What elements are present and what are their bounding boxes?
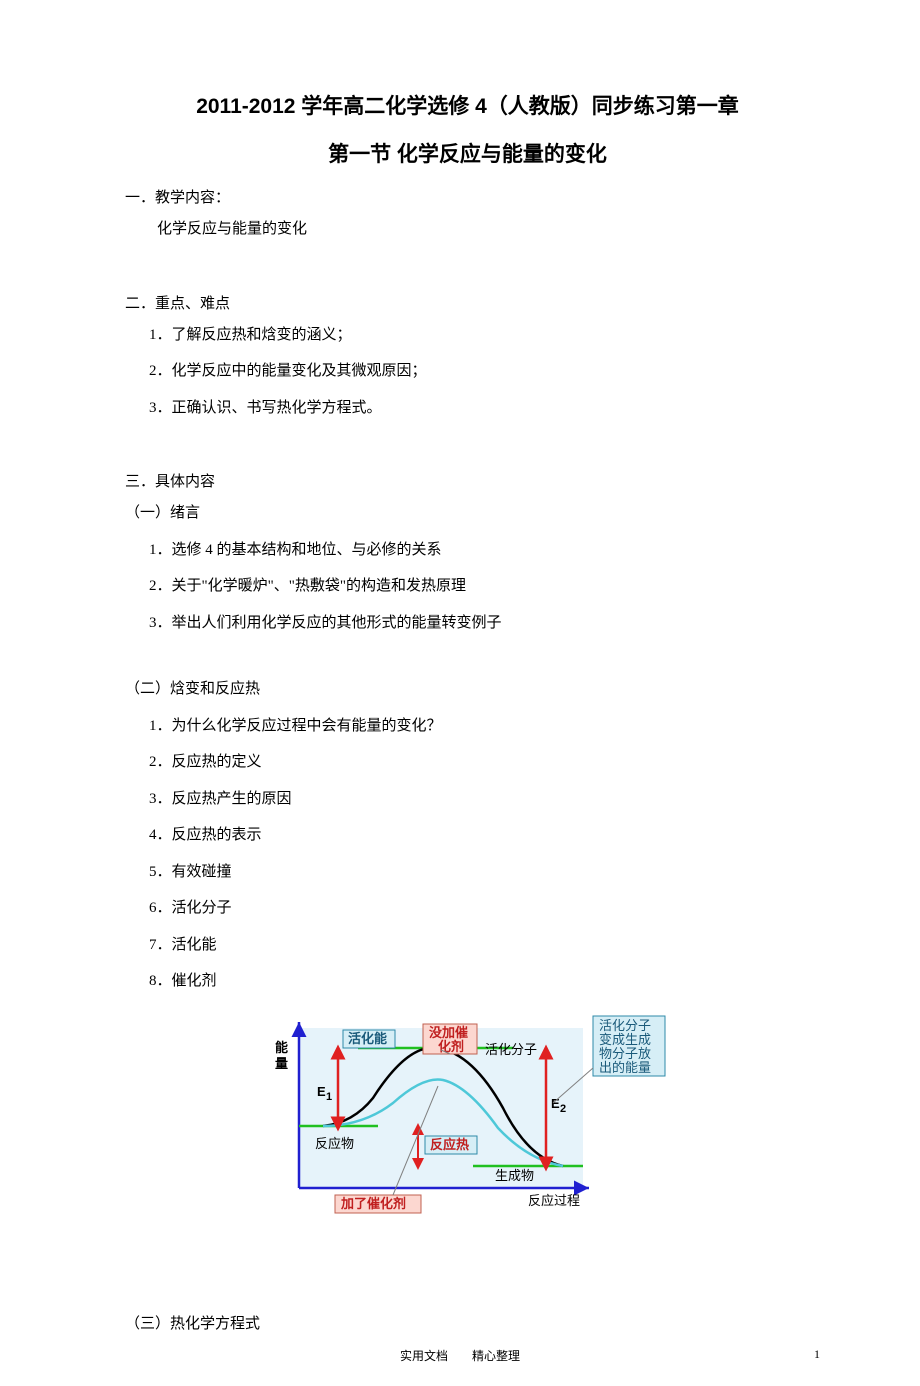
reactant-label: 反应物	[315, 1136, 354, 1151]
sec3-p2-item-4: 4．反应热的表示	[125, 821, 810, 850]
x-axis-label: 反应过程	[528, 1193, 580, 1208]
sec2-item-3: 3．正确认识、书写热化学方程式。	[125, 394, 810, 423]
section-2-head: 二．重点、难点	[125, 292, 810, 313]
activated-label: 活化分子	[485, 1042, 537, 1057]
rxnheat-text: 反应热	[430, 1137, 469, 1152]
sec3-p2-item-6: 6．活化分子	[125, 894, 810, 923]
sec3-p1-item-2: 2．关于"化学暖炉"、"热敷袋"的构造和发热原理	[125, 572, 810, 601]
sec3-p2-item-8: 8．催化剂	[125, 967, 810, 996]
section-1-body: 化学反应与能量的变化	[125, 215, 810, 244]
release-t3: 物分子放	[599, 1046, 651, 1061]
sec3-p2-item-7: 7．活化能	[125, 931, 810, 960]
nocat-box-text1: 没加催	[429, 1025, 468, 1040]
sec3-p2-item-3: 3．反应热产生的原因	[125, 785, 810, 814]
sec3-part3-head: （三）热化学方程式	[125, 1310, 810, 1339]
sec3-p1-item-1: 1．选修 4 的基本结构和地位、与必修的关系	[125, 536, 810, 565]
footer-page-number: 1	[814, 1347, 820, 1362]
release-t4: 出的能量	[599, 1060, 651, 1075]
sec3-p2-item-5: 5．有效碰撞	[125, 858, 810, 887]
doc-title-line2: 第一节 化学反应与能量的变化	[125, 138, 810, 168]
doc-title-line1: 2011-2012 学年高二化学选修 4（人教版）同步练习第一章	[125, 90, 810, 120]
energy-diagram: 能 量 E 1 E 2 活化能 没加催 化剂	[125, 1008, 810, 1228]
e1-sub: 1	[326, 1091, 332, 1103]
release-t2: 变成生成	[599, 1032, 651, 1047]
release-t1: 活化分子	[599, 1018, 651, 1033]
section-1-head: 一．教学内容：	[125, 186, 810, 207]
e1-label: E	[317, 1084, 326, 1099]
product-label: 生成物	[495, 1168, 534, 1183]
y-axis-label-2: 量	[275, 1056, 288, 1071]
sec3-part2-head: （二）焓变和反应热	[125, 675, 810, 704]
e2-sub: 2	[560, 1103, 566, 1115]
y-axis-label-1: 能	[275, 1040, 288, 1055]
activation-box-text: 活化能	[348, 1031, 387, 1046]
page-root: 2011-2012 学年高二化学选修 4（人教版）同步练习第一章 第一节 化学反…	[0, 0, 920, 1386]
section-3-head: 三．具体内容	[125, 470, 810, 491]
cat-box-text: 加了催化剂	[340, 1196, 406, 1211]
sec2-item-2: 2．化学反应中的能量变化及其微观原因；	[125, 357, 810, 386]
footer-center-text: 实用文档 精心整理	[0, 1347, 920, 1364]
energy-diagram-svg: 能 量 E 1 E 2 活化能 没加催 化剂	[263, 1008, 673, 1228]
sec2-item-1: 1．了解反应热和焓变的涵义；	[125, 321, 810, 350]
sec3-part1-head: （一）绪言	[125, 499, 810, 528]
nocat-box-text2: 化剂	[438, 1039, 464, 1054]
sec3-p1-item-3: 3．举出人们利用化学反应的其他形式的能量转变例子	[125, 609, 810, 638]
sec3-p2-item-2: 2．反应热的定义	[125, 748, 810, 777]
page-footer: 实用文档 精心整理 1	[0, 1347, 920, 1364]
sec3-p2-item-1: 1．为什么化学反应过程中会有能量的变化？	[125, 712, 810, 741]
